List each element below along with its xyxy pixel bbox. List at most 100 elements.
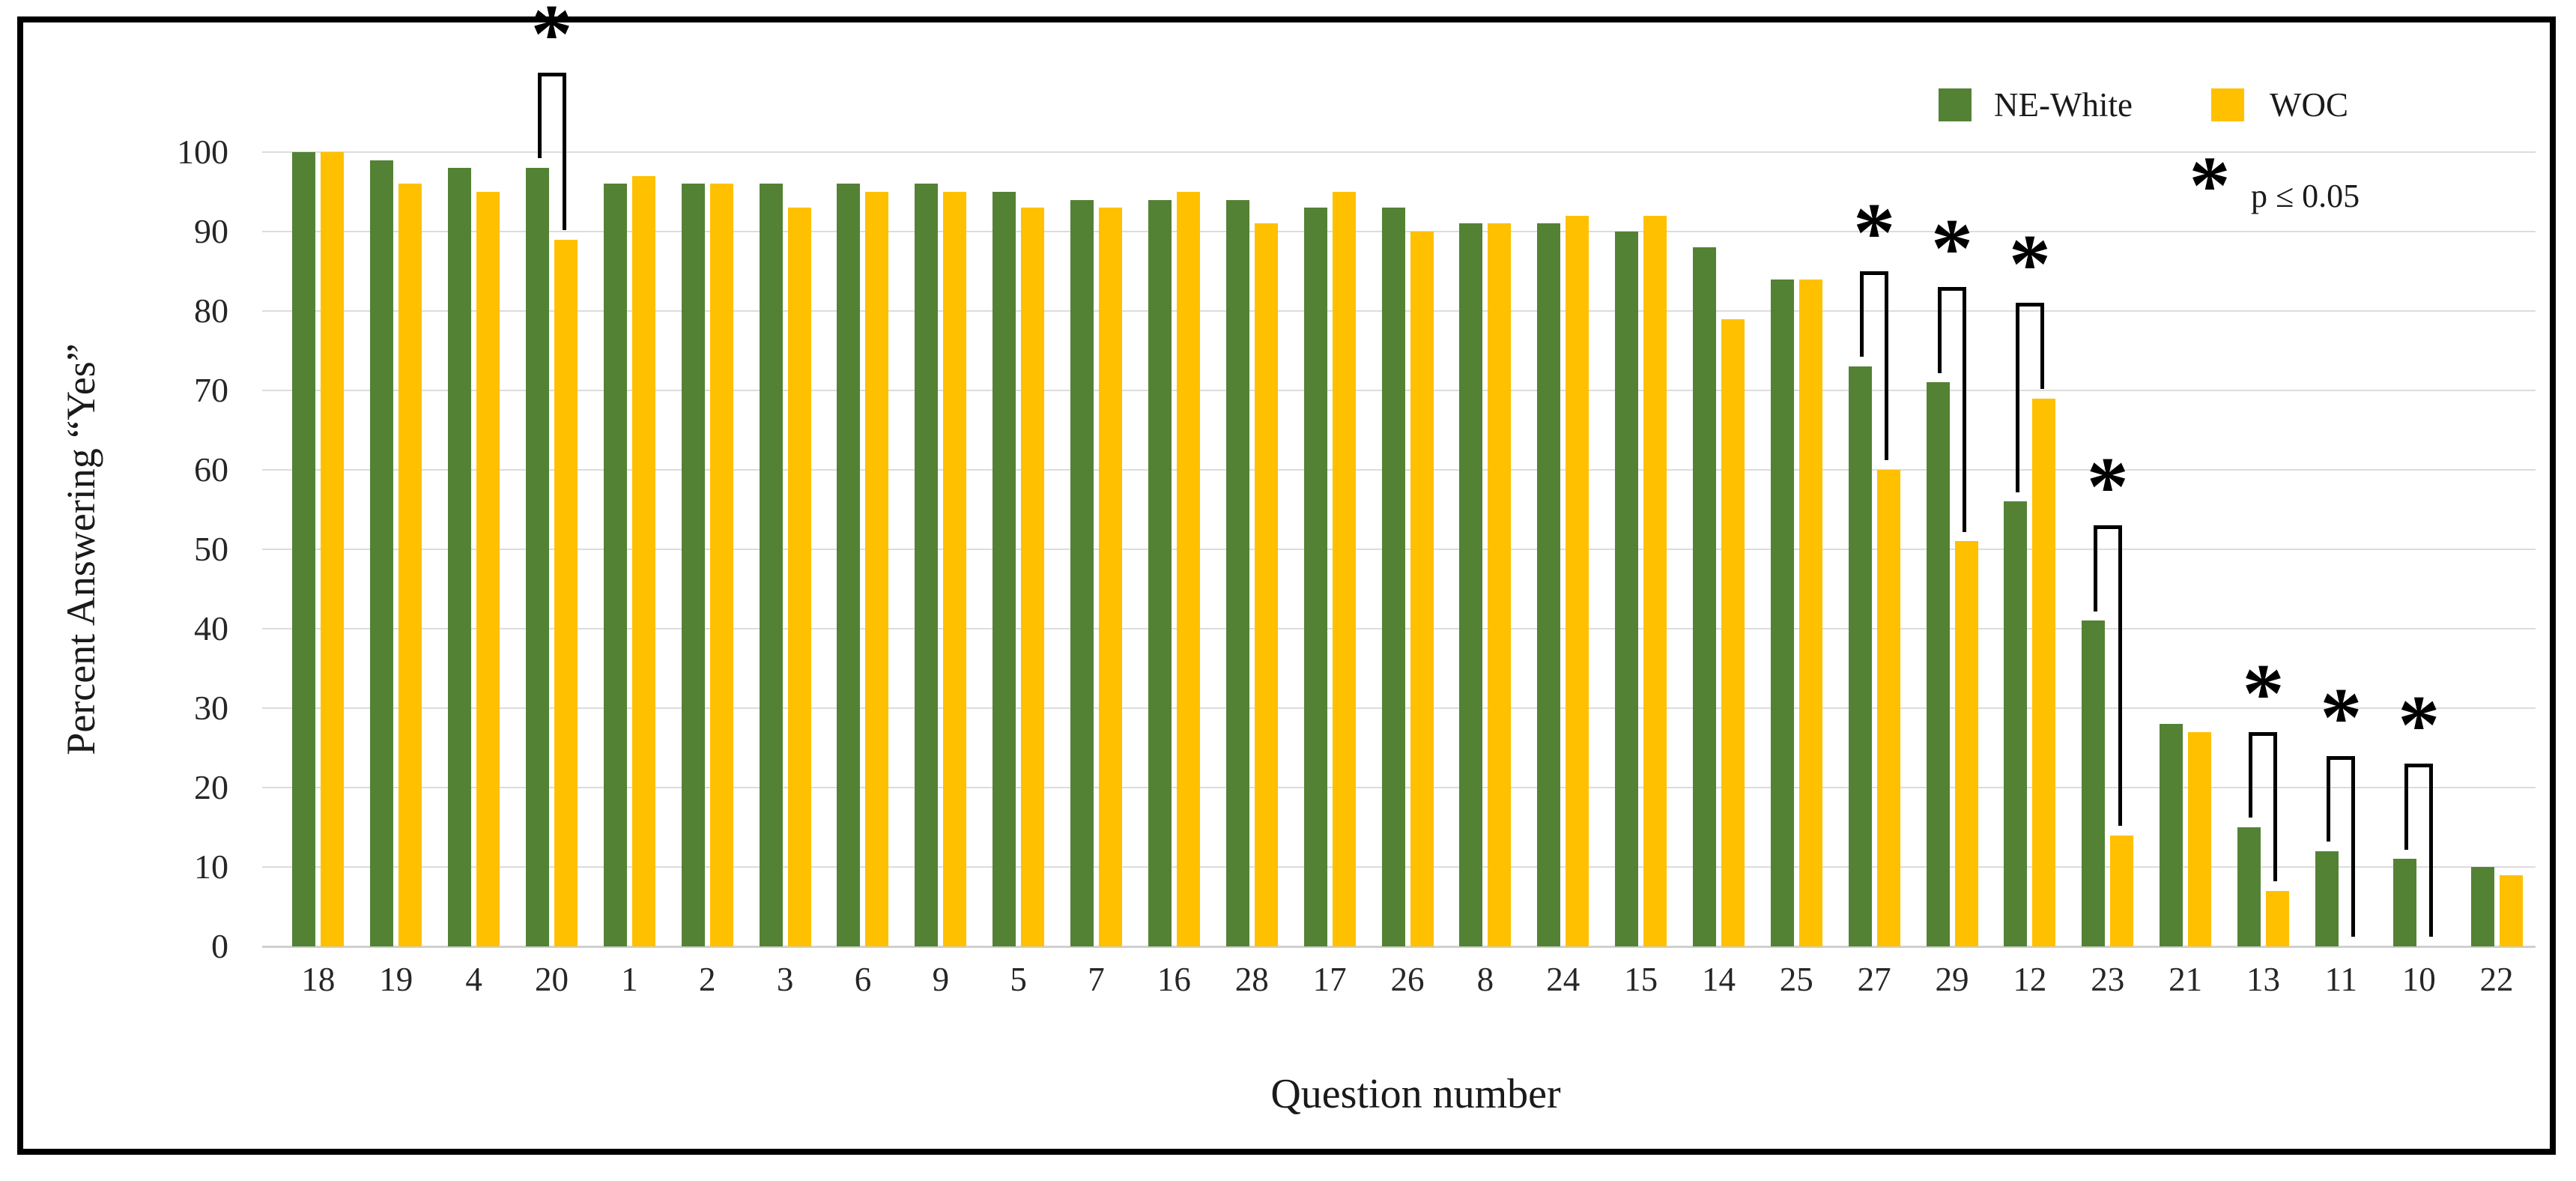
x-tick-label: 29 bbox=[1935, 961, 1969, 998]
x-tick-label: 7 bbox=[1088, 961, 1105, 998]
bar-ne-white bbox=[2004, 501, 2028, 946]
significance-bracket bbox=[2273, 731, 2278, 882]
significance-note: p ≤ 0.05 bbox=[2251, 178, 2360, 214]
significance-asterisk-icon: * bbox=[2398, 679, 2440, 773]
bar-ne-white bbox=[2392, 859, 2416, 946]
significance-asterisk-icon: * bbox=[2008, 218, 2051, 312]
x-tick-label: 24 bbox=[1546, 961, 1581, 998]
significance-bracket bbox=[2040, 303, 2044, 389]
bar-woc bbox=[1488, 223, 1512, 946]
x-tick-label: 10 bbox=[2401, 961, 2436, 998]
legend-label-woc: WOC bbox=[2270, 86, 2348, 124]
bar-ne-white bbox=[1303, 208, 1327, 946]
significance-bracket bbox=[2249, 731, 2253, 818]
bar-ne-white bbox=[1615, 232, 1639, 946]
x-tick-label: 12 bbox=[2013, 961, 2047, 998]
y-axis-title: Percent Answering “Yes” bbox=[58, 343, 103, 755]
bar-ne-white bbox=[1848, 366, 1872, 946]
bar-woc bbox=[1566, 215, 1589, 946]
x-tick-label: 6 bbox=[854, 961, 872, 998]
significance-asterisk-icon: * bbox=[2320, 671, 2363, 764]
legend-label-ne-white: NE-White bbox=[1994, 86, 2133, 124]
y-tick-label: 20 bbox=[194, 768, 228, 806]
bar-ne-white bbox=[526, 168, 550, 946]
significance-bracket bbox=[2351, 755, 2356, 937]
bar-ne-white bbox=[1225, 199, 1249, 946]
bar-woc bbox=[1021, 208, 1045, 946]
significance-asterisk-icon: * bbox=[2189, 139, 2231, 231]
y-tick-label: 70 bbox=[194, 371, 228, 409]
bar-ne-white bbox=[759, 184, 783, 946]
x-tick-label: 22 bbox=[2479, 961, 2514, 998]
significance-bracket bbox=[1963, 287, 1967, 532]
bar-ne-white bbox=[292, 152, 316, 946]
bar-woc bbox=[1410, 232, 1434, 946]
y-tick-label: 100 bbox=[177, 133, 228, 171]
significance-bracket bbox=[2327, 755, 2331, 842]
bar-woc bbox=[1643, 215, 1667, 946]
bar-ne-white bbox=[448, 168, 472, 946]
bar-ne-white bbox=[837, 184, 861, 946]
significance-bracket bbox=[2015, 303, 2044, 307]
significance-bracket bbox=[537, 73, 566, 76]
bar-ne-white bbox=[2470, 867, 2494, 946]
bar-woc bbox=[1099, 208, 1123, 946]
bar-ne-white bbox=[1381, 208, 1405, 946]
significance-bracket bbox=[1885, 271, 1889, 461]
x-tick-label: 15 bbox=[1624, 961, 1658, 998]
significance-bracket bbox=[2118, 525, 2122, 826]
bar-ne-white bbox=[2315, 851, 2339, 946]
bar-ne-white bbox=[2082, 620, 2106, 946]
x-tick-label: 9 bbox=[932, 961, 950, 998]
bar-ne-white bbox=[1770, 279, 1794, 946]
x-tick-label: 13 bbox=[2246, 961, 2280, 998]
y-tick-label: 60 bbox=[194, 450, 228, 489]
x-tick-label: 4 bbox=[465, 961, 482, 998]
y-tick-label: 90 bbox=[194, 212, 228, 250]
x-tick-label: 18 bbox=[301, 961, 336, 998]
significance-bracket bbox=[2093, 525, 2122, 530]
significance-bracket bbox=[1938, 287, 1967, 292]
bar-woc bbox=[631, 175, 655, 946]
bar-ne-white bbox=[1148, 199, 1172, 946]
legend-swatch-woc bbox=[2211, 88, 2244, 121]
bar-ne-white bbox=[1459, 223, 1483, 946]
bar-woc bbox=[2265, 890, 2289, 946]
significance-bracket bbox=[1860, 271, 1889, 275]
x-tick-label: 8 bbox=[1476, 961, 1494, 998]
x-tick-label: 16 bbox=[1157, 961, 1191, 998]
x-tick-label: 23 bbox=[2091, 961, 2125, 998]
bar-ne-white bbox=[1692, 247, 1716, 946]
x-tick-label: 1 bbox=[621, 961, 638, 998]
bar-woc bbox=[865, 192, 889, 946]
significance-bracket bbox=[2327, 755, 2356, 760]
y-tick-label: 50 bbox=[194, 530, 228, 568]
y-tick-label: 0 bbox=[211, 927, 228, 965]
bar-ne-white bbox=[1070, 199, 1094, 946]
bar-woc bbox=[321, 152, 345, 946]
significance-bracket bbox=[1938, 287, 1942, 373]
significance-asterisk-icon: * bbox=[1931, 202, 1974, 296]
significance-asterisk-icon: * bbox=[1853, 187, 1896, 280]
significance-asterisk-icon: * bbox=[530, 0, 573, 81]
bar-woc bbox=[1876, 470, 1900, 946]
x-tick-label: 21 bbox=[2169, 961, 2203, 998]
significance-bracket bbox=[2404, 764, 2409, 850]
x-axis-line bbox=[262, 946, 2536, 948]
legend-swatch-ne-white bbox=[1939, 88, 1972, 121]
bar-woc bbox=[1332, 192, 1356, 946]
x-tick-label: 19 bbox=[379, 961, 413, 998]
bar-ne-white bbox=[2160, 724, 2183, 946]
bar-woc bbox=[1176, 192, 1200, 946]
significance-bracket bbox=[2093, 525, 2097, 611]
x-tick-label: 3 bbox=[776, 961, 794, 998]
bar-woc bbox=[554, 239, 578, 946]
gridline bbox=[262, 151, 2536, 153]
bar-ne-white bbox=[915, 184, 939, 946]
significance-bracket bbox=[537, 73, 542, 159]
bar-woc bbox=[1721, 318, 1745, 946]
significance-asterisk-icon: * bbox=[2242, 647, 2285, 740]
bar-woc bbox=[2110, 835, 2134, 946]
x-tick-label: 14 bbox=[1701, 961, 1736, 998]
